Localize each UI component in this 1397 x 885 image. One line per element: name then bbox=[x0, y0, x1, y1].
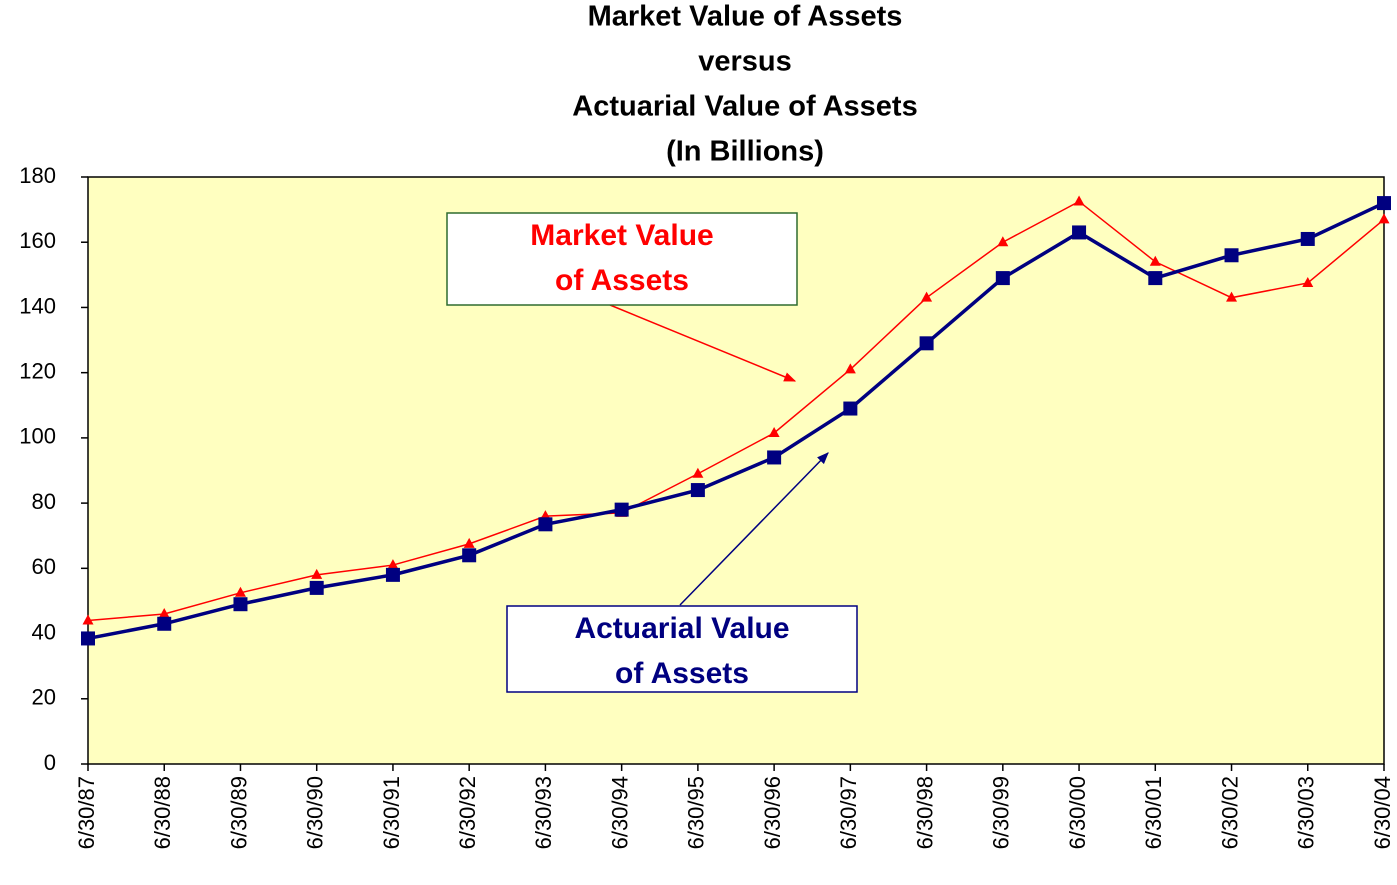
data-point bbox=[463, 537, 475, 548]
data-point bbox=[1224, 248, 1239, 263]
x-tick-label: 6/30/96 bbox=[760, 776, 785, 849]
x-tick-label: 6/30/01 bbox=[1141, 776, 1166, 849]
x-tick-label: 6/30/00 bbox=[1065, 776, 1090, 849]
x-tick-label: 6/30/03 bbox=[1294, 776, 1319, 849]
data-point bbox=[1149, 255, 1161, 266]
y-tick-label: 160 bbox=[19, 228, 56, 253]
x-tick-label: 6/30/04 bbox=[1370, 776, 1395, 849]
data-point bbox=[387, 559, 399, 570]
annotation-arrow bbox=[679, 452, 829, 606]
chart-title: Market Value of Assets bbox=[588, 1, 903, 33]
data-point bbox=[767, 450, 782, 465]
x-tick-label: 6/30/97 bbox=[836, 776, 861, 849]
x-tick-label: 6/30/99 bbox=[989, 776, 1014, 849]
data-point bbox=[1226, 291, 1238, 302]
y-tick-label: 120 bbox=[19, 358, 56, 383]
x-tick-label: 6/30/02 bbox=[1217, 776, 1242, 849]
x-tick-label: 6/30/89 bbox=[226, 776, 251, 849]
data-point bbox=[1378, 213, 1390, 224]
data-point bbox=[233, 597, 248, 612]
data-point bbox=[692, 467, 704, 478]
y-tick-label: 140 bbox=[19, 293, 56, 318]
annotation-box bbox=[506, 605, 858, 693]
data-point bbox=[462, 548, 477, 563]
x-tick-label: 6/30/92 bbox=[455, 776, 480, 849]
y-tick-label: 80 bbox=[32, 489, 56, 514]
data-point bbox=[997, 236, 1009, 247]
series-line bbox=[87, 201, 1385, 641]
data-point bbox=[1148, 271, 1163, 286]
x-tick-label: 6/30/88 bbox=[150, 776, 175, 849]
y-tick-label: 100 bbox=[19, 424, 56, 449]
x-tick-label: 6/30/98 bbox=[912, 776, 937, 849]
data-point bbox=[1073, 195, 1085, 206]
data-point bbox=[614, 502, 629, 517]
annotation-text: Market Value bbox=[530, 219, 713, 252]
data-point bbox=[844, 363, 856, 374]
data-point bbox=[82, 614, 94, 625]
data-point bbox=[157, 616, 172, 631]
data-point bbox=[843, 401, 858, 416]
annotation-text: Actuarial Value bbox=[574, 612, 789, 645]
chart-title: (In Billions) bbox=[666, 136, 824, 168]
data-point bbox=[538, 517, 553, 532]
y-tick-label: 180 bbox=[19, 163, 56, 188]
x-tick-label: 6/30/87 bbox=[74, 776, 99, 849]
data-point bbox=[309, 580, 324, 595]
data-point bbox=[995, 271, 1010, 286]
data-point bbox=[1377, 196, 1391, 211]
data-point bbox=[311, 568, 323, 579]
y-tick-label: 60 bbox=[32, 554, 56, 579]
x-tick-label: 6/30/90 bbox=[303, 776, 328, 849]
data-point bbox=[385, 567, 400, 582]
data-point bbox=[234, 586, 246, 597]
chart-title: Actuarial Value of Assets bbox=[572, 91, 917, 123]
annotation-text: of Assets bbox=[555, 264, 689, 297]
annotation-text: of Assets bbox=[615, 657, 749, 690]
annotation-arrow bbox=[609, 304, 797, 382]
data-point bbox=[158, 607, 170, 618]
y-tick-label: 0 bbox=[44, 750, 56, 775]
data-point bbox=[690, 483, 705, 498]
data-point bbox=[81, 631, 95, 646]
annotation-box bbox=[446, 212, 798, 306]
x-tick-label: 6/30/91 bbox=[379, 776, 404, 849]
data-point bbox=[1302, 276, 1314, 287]
chart-title: versus bbox=[698, 46, 792, 78]
y-tick-label: 40 bbox=[32, 619, 56, 644]
data-point bbox=[919, 336, 934, 351]
x-tick-label: 6/30/95 bbox=[684, 776, 709, 849]
data-point bbox=[921, 291, 933, 302]
x-tick-label: 6/30/94 bbox=[607, 776, 632, 849]
data-point bbox=[1072, 225, 1087, 240]
x-tick-label: 6/30/93 bbox=[531, 776, 556, 849]
data-point bbox=[1300, 231, 1315, 246]
y-tick-label: 20 bbox=[32, 685, 56, 710]
series-line bbox=[87, 200, 1385, 622]
data-point bbox=[768, 426, 780, 437]
